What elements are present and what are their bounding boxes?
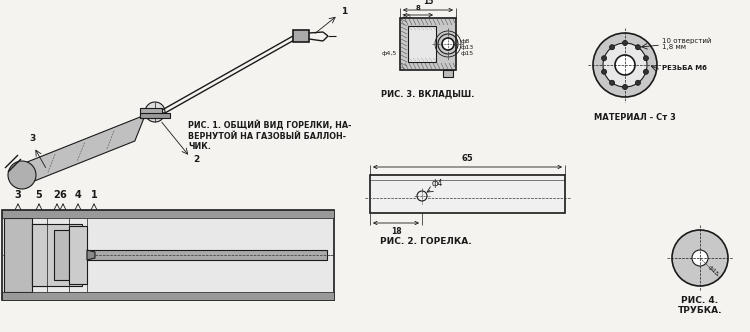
Text: 6: 6 — [60, 190, 66, 200]
Bar — [32, 224, 47, 286]
Text: 2,5: 2,5 — [402, 14, 412, 19]
Text: ф15: ф15 — [461, 50, 474, 55]
Circle shape — [593, 33, 657, 97]
Bar — [87, 250, 327, 260]
Circle shape — [635, 45, 640, 50]
Circle shape — [603, 43, 647, 87]
Bar — [2, 210, 334, 218]
Text: 3: 3 — [15, 190, 21, 200]
Text: 1: 1 — [341, 8, 347, 17]
Circle shape — [644, 69, 649, 74]
Text: 2: 2 — [193, 155, 200, 164]
Circle shape — [622, 85, 628, 90]
Text: ф4,5: ф4,5 — [382, 51, 397, 56]
Circle shape — [610, 45, 614, 50]
Bar — [32, 224, 82, 286]
Bar — [140, 108, 162, 118]
Text: 5: 5 — [36, 190, 42, 200]
Text: 2: 2 — [54, 190, 60, 200]
Text: 3: 3 — [28, 134, 35, 143]
Circle shape — [417, 191, 427, 201]
Text: МАТЕРИАЛ - Ст 3: МАТЕРИАЛ - Ст 3 — [594, 113, 676, 122]
Circle shape — [602, 56, 607, 61]
Circle shape — [635, 80, 640, 85]
Circle shape — [615, 55, 635, 75]
Circle shape — [622, 41, 628, 45]
Circle shape — [442, 38, 454, 50]
Text: РИС. 2. ГОРЕЛКА.: РИС. 2. ГОРЕЛКА. — [380, 237, 472, 246]
Text: РЕЗЬБА М6: РЕЗЬБА М6 — [662, 65, 706, 71]
Text: РИС. 1. ОБЩИЙ ВИД ГОРЕЛКИ, НА-
ВЕРНУТОЙ НА ГАЗОВЫЙ БАЛЛОН-
ЧИК.: РИС. 1. ОБЩИЙ ВИД ГОРЕЛКИ, НА- ВЕРНУТОЙ … — [188, 120, 351, 151]
Text: ф8: ф8 — [461, 39, 470, 43]
Bar — [2, 210, 334, 300]
Circle shape — [610, 80, 614, 85]
Circle shape — [644, 56, 649, 61]
Circle shape — [8, 161, 36, 189]
Text: 1: 1 — [91, 190, 98, 200]
Bar — [400, 18, 456, 70]
Text: 65: 65 — [461, 154, 473, 163]
Bar — [2, 292, 334, 300]
Circle shape — [145, 102, 165, 122]
Text: ф15: ф15 — [706, 264, 719, 277]
Text: 18: 18 — [391, 227, 401, 236]
Bar — [370, 175, 565, 213]
Text: 4: 4 — [74, 190, 81, 200]
Circle shape — [692, 250, 708, 266]
Polygon shape — [16, 115, 146, 188]
Text: 10 отверстий
1,8 мм: 10 отверстий 1,8 мм — [662, 37, 711, 50]
Text: ф4: ф4 — [432, 179, 443, 188]
Circle shape — [602, 69, 607, 74]
Text: 15: 15 — [423, 0, 433, 6]
Bar — [54, 230, 69, 280]
Text: РИС. 4.
ТРУБКА.: РИС. 4. ТРУБКА. — [678, 296, 722, 315]
Text: РИС. 3. ВКЛАДЫШ.: РИС. 3. ВКЛАДЫШ. — [381, 89, 475, 98]
Bar — [69, 226, 87, 284]
Bar — [32, 218, 82, 292]
Bar — [443, 70, 453, 77]
Bar — [408, 26, 436, 62]
Bar — [4, 218, 32, 292]
Polygon shape — [87, 250, 95, 260]
Text: ф13: ф13 — [461, 44, 474, 49]
Text: 8: 8 — [416, 5, 421, 11]
Circle shape — [672, 230, 728, 286]
Bar — [293, 30, 309, 42]
Bar — [140, 113, 170, 118]
